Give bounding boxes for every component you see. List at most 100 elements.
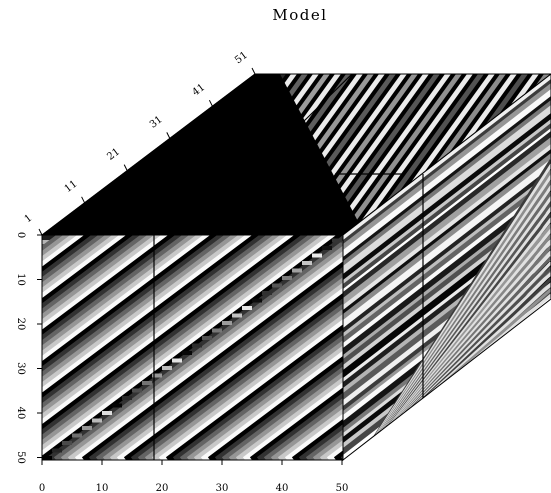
- front-step: [142, 381, 152, 385]
- y-tick-label: 10: [15, 273, 26, 286]
- front-dip-band: [74, 256, 343, 460]
- front-dip-band: [130, 298, 343, 460]
- front-step: [82, 426, 92, 430]
- top-stripe: [351, 74, 473, 235]
- front-dip-band: [42, 235, 114, 292]
- front-dip-band: [42, 235, 121, 297]
- side-layer-band: [343, 176, 551, 344]
- top-stripe: [329, 74, 451, 235]
- x-tick-label: 0: [39, 483, 45, 493]
- front-dip-band: [137, 303, 343, 460]
- y-tick-label: 30: [15, 362, 26, 375]
- front-step: [172, 358, 182, 363]
- front-dip-band: [42, 235, 247, 391]
- side-layer-band: [343, 123, 551, 290]
- top-stripe: [362, 74, 484, 235]
- x-tick-label: 40: [276, 483, 289, 493]
- depth-tick: [166, 132, 171, 139]
- side-layer-band: [343, 128, 551, 293]
- front-step: [162, 366, 172, 370]
- front-dip-band: [277, 408, 343, 460]
- front-step: [122, 396, 132, 400]
- side-layer-band: [343, 96, 551, 262]
- front-dip-band: [158, 319, 343, 460]
- depth-tick-label: 31: [148, 114, 165, 130]
- front-dip-band: [42, 235, 212, 365]
- front-y-axis: 0 10 20 30 40 50: [15, 232, 43, 464]
- front-dip-band: [42, 235, 317, 444]
- front-dip-band: [42, 235, 184, 344]
- front-step: [212, 328, 222, 333]
- front-step: [312, 253, 322, 258]
- front-dip-band: [42, 235, 289, 423]
- front-face: [42, 235, 343, 460]
- x-tick-label: 20: [156, 483, 169, 493]
- front-dip-band: [42, 235, 254, 397]
- front-step: [132, 388, 142, 393]
- front-dip-band: [214, 361, 343, 460]
- front-dip-band: [200, 350, 343, 460]
- front-dip-band: [42, 235, 324, 449]
- front-step: [112, 403, 122, 408]
- front-dip-band: [88, 266, 343, 460]
- front-dip-band: [42, 235, 233, 381]
- front-dip-band: [42, 235, 107, 286]
- depth-tick: [208, 99, 213, 107]
- side-layer-band: [343, 153, 551, 321]
- front-step: [242, 306, 252, 310]
- side-layer-band: [343, 100, 551, 267]
- front-x-axis: 0 10 20 30 40 50: [39, 459, 349, 493]
- front-dip-band: [42, 235, 177, 339]
- top-dark-region: [42, 74, 360, 235]
- front-dip-band: [263, 397, 343, 460]
- front-dip-band: [207, 355, 343, 460]
- front-dip-band: [221, 366, 343, 460]
- side-layer-band: [343, 79, 551, 245]
- side-layer-band: [343, 172, 551, 338]
- front-face-dipping-bands: [42, 235, 343, 460]
- front-dip-band: [249, 387, 343, 460]
- front-step: [292, 268, 302, 273]
- front-dip-band: [42, 235, 205, 360]
- front-dip-band: [116, 287, 343, 460]
- front-dip-band: [42, 235, 226, 376]
- front-dip-band: [284, 413, 343, 460]
- front-dip-band: [42, 235, 338, 460]
- front-dip-band: [165, 324, 343, 460]
- front-dip-band: [42, 235, 100, 281]
- side-face-frame: [342, 73, 551, 462]
- front-dip-band: [193, 345, 343, 460]
- front-step: [92, 418, 102, 423]
- front-dip-band: [102, 277, 343, 460]
- front-dip-band: [42, 235, 296, 428]
- front-dip-band: [172, 329, 343, 460]
- side-layer-band: [343, 167, 551, 334]
- depth-tick-label: 41: [191, 82, 208, 98]
- front-dip-band: [256, 392, 343, 460]
- front-dip-band: [42, 235, 331, 454]
- side-layer-band: [343, 144, 551, 311]
- front-dip-band: [42, 235, 275, 412]
- front-dip-band: [144, 308, 343, 460]
- front-dip-band: [179, 334, 343, 460]
- front-dip-band: [67, 250, 343, 460]
- front-step: [42, 456, 52, 460]
- front-step: [332, 238, 342, 243]
- y-tick-label: 40: [15, 407, 26, 420]
- front-dip-band: [42, 235, 149, 318]
- front-step: [272, 283, 282, 288]
- front-step: [252, 298, 262, 303]
- y-tick-label: 0: [15, 232, 26, 238]
- front-dip-band: [42, 235, 135, 307]
- depth-tick-label: 51: [233, 50, 250, 66]
- front-dip-band: [123, 292, 343, 460]
- front-dip-band: [42, 235, 191, 349]
- front-dip-band: [42, 235, 198, 355]
- depth-tick-label: 11: [63, 179, 80, 195]
- front-dip-band: [109, 282, 343, 460]
- front-dip-band: [42, 235, 219, 370]
- y-tick-label: 20: [15, 318, 26, 331]
- x-tick-label: 50: [336, 483, 349, 493]
- side-layer-band: [343, 159, 551, 329]
- front-dip-band: [60, 245, 343, 460]
